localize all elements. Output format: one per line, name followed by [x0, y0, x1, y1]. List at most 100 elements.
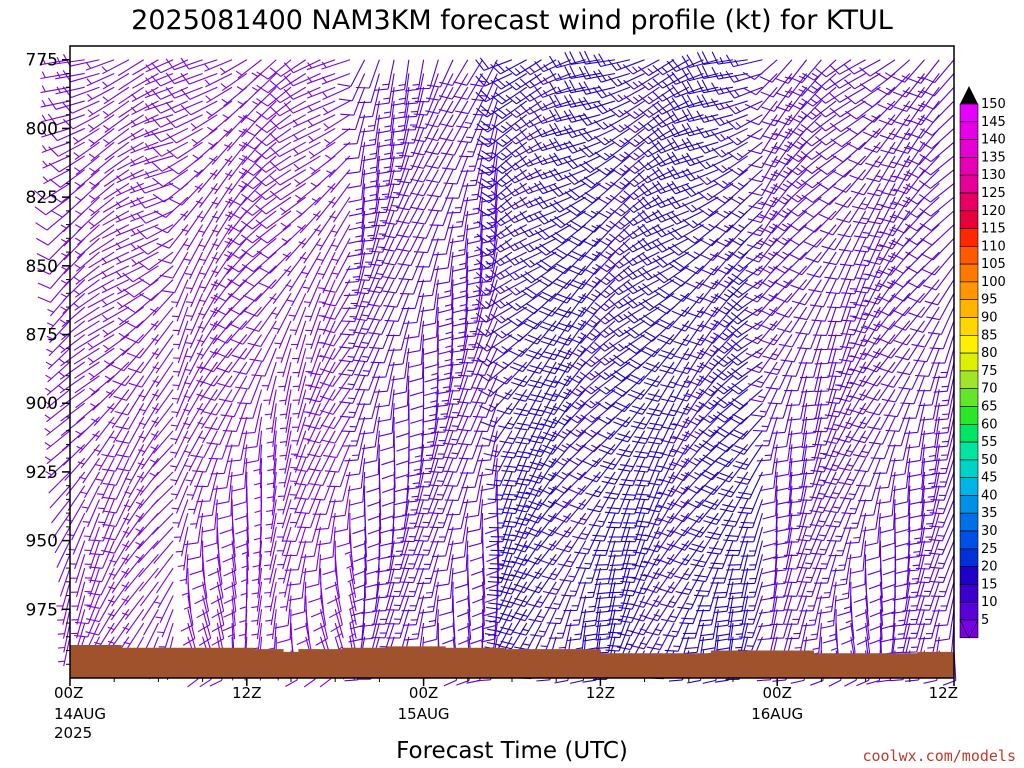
- barb-staff: [101, 224, 130, 239]
- barb-half-flag: [144, 156, 150, 164]
- barb-half-flag: [101, 314, 108, 320]
- barb-staff: [85, 59, 115, 71]
- wind-barb: [102, 485, 130, 514]
- barb-staff: [130, 114, 159, 128]
- wind-barb: [229, 444, 248, 478]
- barb-half-flag: [184, 273, 192, 276]
- wind-barb: [188, 485, 204, 515]
- wind-barb: [170, 471, 189, 500]
- wind-barb: [141, 595, 159, 621]
- wind-barb: [123, 622, 145, 649]
- barb-flag: [222, 430, 237, 432]
- barb-half-flag: [181, 592, 189, 596]
- barb-half-flag: [224, 227, 232, 232]
- barb-staff: [102, 196, 130, 213]
- barb-staff: [151, 485, 174, 507]
- barb-staff: [132, 265, 159, 283]
- barb-half-flag: [86, 78, 92, 85]
- barb-staff: [124, 581, 145, 606]
- barb-half-flag: [130, 185, 136, 192]
- barb-flag: [180, 57, 190, 70]
- barb-staff: [57, 127, 85, 142]
- wind-barb: [86, 72, 115, 87]
- barb-half-flag: [238, 184, 245, 189]
- barb-staff: [115, 471, 130, 500]
- barb-half-flag: [115, 188, 122, 195]
- barb-half-flag: [144, 143, 150, 150]
- barb-staff: [74, 279, 100, 298]
- wind-barb: [73, 347, 100, 365]
- barb-half-flag: [74, 263, 81, 269]
- barb-half-flag: [115, 228, 121, 235]
- wind-barb: [137, 237, 174, 255]
- barb-half-flag: [303, 301, 311, 304]
- wind-barb: [44, 444, 71, 465]
- wind-barb: [144, 86, 174, 99]
- barb-flag: [152, 177, 164, 188]
- barb-half-flag: [74, 196, 82, 201]
- barb-half-flag: [102, 125, 110, 130]
- barb-half-flag: [44, 414, 51, 420]
- wind-barb: [185, 306, 204, 335]
- wind-barb: [170, 430, 189, 458]
- barb-staff: [144, 622, 159, 651]
- barb-half-flag: [558, 646, 566, 649]
- barb-half-flag: [103, 138, 110, 144]
- barb-half-flag: [88, 139, 95, 144]
- wind-barb: [197, 402, 218, 429]
- barb-flag: [458, 457, 473, 460]
- barb-flag: [235, 528, 249, 535]
- barb-half-flag: [170, 438, 178, 441]
- barb-half-flag: [123, 517, 131, 521]
- wind-barb: [150, 306, 174, 331]
- wind-barb: [94, 622, 115, 649]
- barb-staff: [154, 554, 174, 579]
- barb-staff: [128, 402, 145, 430]
- barb-staff: [141, 430, 159, 457]
- barb-half-flag: [122, 626, 130, 631]
- wind-barb: [129, 169, 159, 181]
- barb-half-flag: [198, 299, 206, 303]
- barb-half-flag: [171, 507, 179, 510]
- barb-staff: [176, 127, 203, 144]
- barb-staff: [73, 361, 100, 379]
- barb-half-flag: [225, 200, 233, 205]
- barb-staff: [98, 595, 115, 622]
- barb-half-flag: [108, 573, 116, 576]
- barb-flag: [429, 526, 444, 529]
- barb-half-flag: [239, 606, 247, 610]
- barb-staff: [188, 348, 204, 376]
- barb-half-flag: [196, 407, 204, 411]
- barb-flag: [47, 113, 57, 126]
- barb-half-flag: [171, 301, 179, 304]
- wind-barb: [165, 100, 203, 114]
- wind-barb: [81, 485, 100, 513]
- wind-barb: [83, 512, 100, 542]
- barb-half-flag: [80, 491, 88, 495]
- barb-staff: [216, 622, 224, 653]
- wind-barb: [130, 224, 159, 237]
- wind-barb: [155, 595, 174, 623]
- wind-barb: [131, 100, 159, 115]
- wind-barb: [184, 513, 204, 546]
- barb-half-flag: [60, 306, 67, 311]
- wind-barb: [85, 609, 115, 636]
- barb-flag: [187, 678, 199, 688]
- barb-staff: [128, 416, 145, 444]
- wind-barb: [58, 334, 86, 354]
- wind-barb: [151, 320, 174, 346]
- barb-staff: [78, 430, 100, 454]
- barb-staff: [151, 279, 174, 301]
- wind-barb: [118, 73, 144, 91]
- barb-staff: [93, 402, 115, 426]
- wind-barb: [213, 306, 248, 330]
- barb-staff: [112, 554, 130, 580]
- wind-barb: [48, 141, 85, 157]
- wind-barb: [139, 279, 174, 301]
- barb-half-flag: [175, 550, 183, 553]
- barb-staff: [74, 306, 100, 324]
- barb-staff: [104, 155, 130, 174]
- wind-barb: [215, 471, 233, 505]
- barb-staff: [60, 169, 86, 188]
- barb-flag: [85, 631, 99, 636]
